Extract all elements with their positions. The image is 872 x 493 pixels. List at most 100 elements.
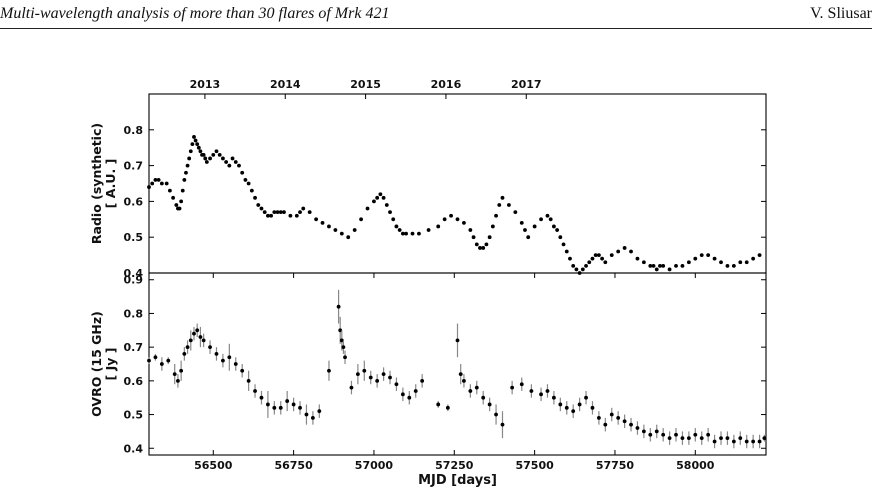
data-point xyxy=(410,231,415,236)
data-point xyxy=(407,395,412,400)
data-point xyxy=(558,402,563,407)
data-point xyxy=(674,263,678,268)
bottom-panel-ovro: 0.4 0.5 0.6 0.7 0.8 0.9 56500 56750 57000 57250 57… xyxy=(89,272,767,488)
x-tick-label: 57500 xyxy=(515,459,554,472)
data-point xyxy=(355,372,360,377)
data-point xyxy=(481,246,486,250)
data-point xyxy=(233,362,238,366)
data-point xyxy=(686,436,691,441)
data-point xyxy=(214,351,219,356)
data-point xyxy=(629,422,633,427)
data-point xyxy=(246,181,251,186)
data-point xyxy=(725,263,730,268)
data-point xyxy=(185,345,190,350)
y-axis-label: [ Jy ] xyxy=(103,348,118,381)
data-point xyxy=(298,210,302,215)
data-point xyxy=(584,263,588,268)
data-point xyxy=(240,368,245,373)
data-point xyxy=(262,210,267,215)
data-point xyxy=(362,368,367,373)
data-point xyxy=(150,181,155,186)
data-point xyxy=(156,178,161,182)
data-point xyxy=(314,217,319,222)
data-point xyxy=(208,345,212,350)
data-point xyxy=(622,246,627,250)
data-point xyxy=(445,405,450,410)
data-point xyxy=(487,235,492,240)
data-point xyxy=(278,405,283,410)
data-point xyxy=(436,224,441,229)
data-point xyxy=(372,199,376,204)
data-point xyxy=(751,256,756,261)
data-point xyxy=(266,213,270,218)
data-point xyxy=(661,263,666,268)
data-point xyxy=(214,149,219,154)
y-tick-label: 0.8 xyxy=(124,307,144,320)
data-point xyxy=(744,439,749,444)
data-point xyxy=(555,228,560,232)
data-point xyxy=(153,178,158,182)
data-point xyxy=(378,192,383,197)
data-point xyxy=(304,412,309,417)
data-point xyxy=(339,338,344,343)
data-point xyxy=(699,253,704,257)
data-point xyxy=(561,242,566,247)
data-point xyxy=(177,206,182,211)
data-point xyxy=(484,242,489,247)
data-point xyxy=(188,338,193,343)
data-point xyxy=(609,253,614,257)
data-point xyxy=(420,378,425,383)
data-point xyxy=(272,210,277,215)
data-point xyxy=(192,135,196,139)
plot-frame xyxy=(148,93,767,274)
data-point xyxy=(249,188,254,193)
data-point xyxy=(600,256,605,261)
data-point xyxy=(568,256,572,261)
data-point xyxy=(187,156,192,161)
data-point xyxy=(455,338,460,343)
data-point xyxy=(230,156,235,161)
author-name: V. Sliusar xyxy=(810,5,872,22)
data-point xyxy=(417,231,421,236)
data-point xyxy=(221,358,225,363)
data-point xyxy=(341,345,346,350)
data-point xyxy=(243,178,248,182)
data-point xyxy=(253,195,257,200)
data-point xyxy=(738,436,743,441)
data-point xyxy=(282,210,286,215)
data-point xyxy=(731,439,736,444)
data-point xyxy=(333,228,338,232)
data-point xyxy=(253,389,257,393)
data-point xyxy=(201,152,206,157)
data-point xyxy=(224,160,229,164)
light-curve-figure: 0.4 0.5 0.6 0.7 0.8 2013 2014 2015 2016 2017 Radio… xyxy=(89,78,767,488)
data-point xyxy=(195,142,200,147)
y-axis-label: OVRO (15 GHz) xyxy=(89,311,104,417)
data-point xyxy=(388,375,392,380)
data-point xyxy=(519,220,524,225)
data-point xyxy=(368,375,373,380)
x-tick-label: 57000 xyxy=(355,459,394,472)
data-point xyxy=(193,138,198,143)
data-point xyxy=(507,203,511,207)
data-point xyxy=(343,355,347,360)
data-point xyxy=(436,402,441,407)
data-point xyxy=(198,335,203,339)
data-point xyxy=(182,178,187,182)
data-point xyxy=(195,328,200,333)
y-tick-label: 0.5 xyxy=(124,231,144,244)
y-tick-label: 0.6 xyxy=(124,375,144,388)
data-point xyxy=(667,267,672,272)
data-point xyxy=(388,210,392,215)
data-point xyxy=(400,392,405,397)
data-point xyxy=(179,199,184,204)
data-point xyxy=(596,416,601,420)
data-point xyxy=(686,260,691,265)
data-point xyxy=(211,152,216,157)
data-point xyxy=(201,338,206,343)
x-tick-label: 58000 xyxy=(676,459,715,472)
y-tick-label: 0.4 xyxy=(124,442,144,455)
data-point xyxy=(458,372,463,377)
data-point xyxy=(680,263,685,268)
data-point xyxy=(320,220,325,225)
